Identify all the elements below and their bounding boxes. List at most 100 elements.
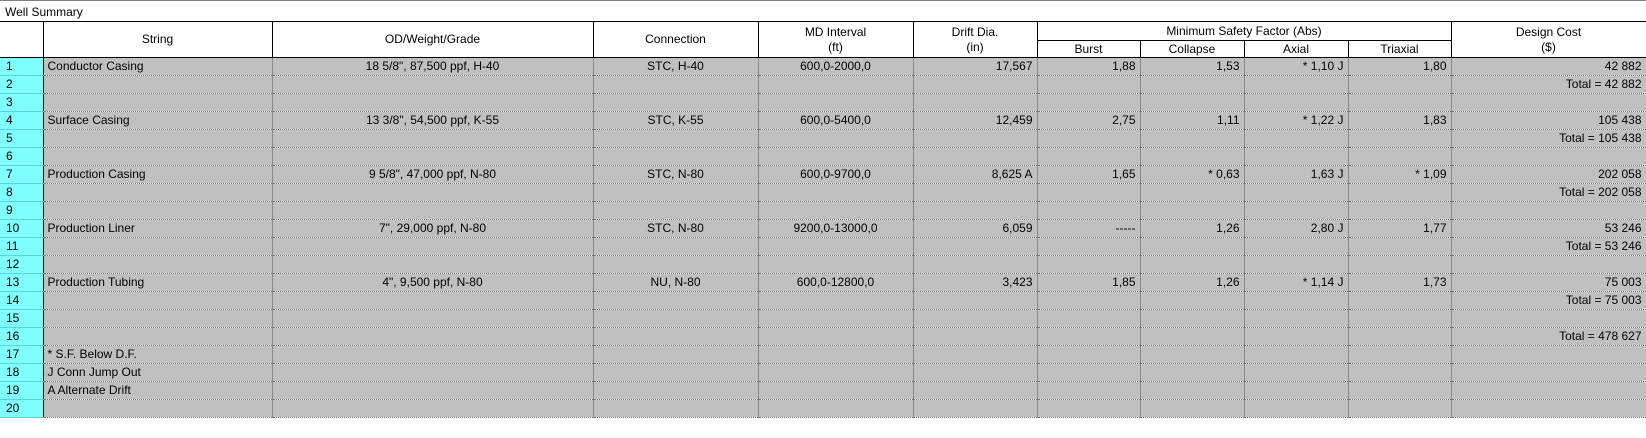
cell-od-weight-grade[interactable] — [272, 237, 594, 256]
cell-collapse[interactable]: * 0,63 — [1140, 165, 1245, 184]
cell-md-interval[interactable] — [758, 345, 914, 364]
cell-md-interval[interactable] — [758, 327, 914, 346]
cell-drift-dia[interactable] — [913, 309, 1038, 328]
cell-connection[interactable] — [593, 93, 759, 112]
cell-triaxial[interactable] — [1348, 255, 1452, 274]
cell-connection[interactable]: STC, H-40 — [593, 57, 759, 76]
cell-design-cost[interactable] — [1451, 93, 1646, 112]
cell-triaxial[interactable]: 1,80 — [1348, 57, 1452, 76]
cell-connection[interactable] — [593, 147, 759, 166]
cell-collapse[interactable] — [1140, 147, 1245, 166]
col-header-burst[interactable]: Burst — [1036, 40, 1141, 58]
cell-od-weight-grade[interactable] — [272, 399, 594, 418]
col-header-md-interval[interactable]: MD Interval (ft) — [757, 21, 914, 58]
cell-triaxial[interactable] — [1348, 129, 1452, 148]
cell-drift-dia[interactable] — [913, 147, 1038, 166]
cell-drift-dia[interactable] — [913, 327, 1038, 346]
cell-md-interval[interactable]: 600,0-2000,0 — [758, 57, 914, 76]
row-number[interactable]: 19 — [0, 381, 44, 400]
cell-drift-dia[interactable] — [913, 381, 1038, 400]
cell-axial[interactable]: 1,63 J — [1244, 165, 1349, 184]
cell-drift-dia[interactable] — [913, 255, 1038, 274]
cell-design-cost[interactable]: Total = 53 246 — [1451, 237, 1646, 256]
cell-collapse[interactable] — [1140, 327, 1245, 346]
cell-burst[interactable]: 2,75 — [1037, 111, 1141, 130]
cell-design-cost[interactable]: Total = 478 627 — [1451, 327, 1646, 346]
cell-od-weight-grade[interactable] — [272, 381, 594, 400]
cell-design-cost[interactable] — [1451, 147, 1646, 166]
row-number[interactable]: 18 — [0, 363, 44, 382]
cell-burst[interactable] — [1037, 381, 1141, 400]
row-number[interactable]: 20 — [0, 399, 44, 418]
cell-string[interactable] — [43, 147, 273, 166]
cell-triaxial[interactable]: * 1,09 — [1348, 165, 1452, 184]
cell-burst[interactable] — [1037, 237, 1141, 256]
cell-md-interval[interactable]: 600,0-12800,0 — [758, 273, 914, 292]
cell-axial[interactable] — [1244, 309, 1349, 328]
cell-axial[interactable]: * 1,22 J — [1244, 111, 1349, 130]
cell-md-interval[interactable] — [758, 201, 914, 220]
cell-od-weight-grade[interactable]: 9 5/8", 47,000 ppf, N-80 — [272, 165, 594, 184]
cell-md-interval[interactable] — [758, 75, 914, 94]
cell-triaxial[interactable] — [1348, 345, 1452, 364]
cell-od-weight-grade[interactable]: 13 3/8", 54,500 ppf, K-55 — [272, 111, 594, 130]
cell-collapse[interactable] — [1140, 291, 1245, 310]
cell-collapse[interactable] — [1140, 309, 1245, 328]
cell-connection[interactable] — [593, 75, 759, 94]
cell-collapse[interactable] — [1140, 93, 1245, 112]
cell-string[interactable]: Conductor Casing — [43, 57, 273, 76]
cell-md-interval[interactable]: 9200,0-13000,0 — [758, 219, 914, 238]
row-number[interactable]: 12 — [0, 255, 44, 274]
cell-drift-dia[interactable] — [913, 93, 1038, 112]
cell-design-cost[interactable] — [1451, 255, 1646, 274]
cell-connection[interactable]: STC, N-80 — [593, 219, 759, 238]
cell-string[interactable] — [43, 255, 273, 274]
cell-md-interval[interactable] — [758, 381, 914, 400]
cell-od-weight-grade[interactable] — [272, 327, 594, 346]
cell-od-weight-grade[interactable] — [272, 129, 594, 148]
cell-collapse[interactable] — [1140, 201, 1245, 220]
cell-axial[interactable] — [1244, 201, 1349, 220]
cell-md-interval[interactable] — [758, 255, 914, 274]
cell-axial[interactable] — [1244, 237, 1349, 256]
cell-design-cost[interactable]: Total = 105 438 — [1451, 129, 1646, 148]
cell-design-cost[interactable]: 53 246 — [1451, 219, 1646, 238]
cell-design-cost[interactable]: 202 058 — [1451, 165, 1646, 184]
cell-triaxial[interactable]: 1,83 — [1348, 111, 1452, 130]
cell-string[interactable] — [43, 183, 273, 202]
cell-burst[interactable] — [1037, 129, 1141, 148]
col-header-od-weight-grade[interactable]: OD/Weight/Grade — [271, 21, 594, 58]
cell-burst[interactable] — [1037, 201, 1141, 220]
cell-collapse[interactable] — [1140, 345, 1245, 364]
cell-string[interactable]: Surface Casing — [43, 111, 273, 130]
cell-od-weight-grade[interactable]: 18 5/8", 87,500 ppf, H-40 — [272, 57, 594, 76]
cell-collapse[interactable] — [1140, 381, 1245, 400]
cell-axial[interactable] — [1244, 147, 1349, 166]
cell-burst[interactable]: 1,65 — [1037, 165, 1141, 184]
cell-connection[interactable] — [593, 399, 759, 418]
cell-burst[interactable] — [1037, 183, 1141, 202]
cell-burst[interactable] — [1037, 309, 1141, 328]
cell-string[interactable] — [43, 291, 273, 310]
cell-axial[interactable] — [1244, 381, 1349, 400]
cell-string[interactable] — [43, 201, 273, 220]
cell-string[interactable] — [43, 237, 273, 256]
cell-drift-dia[interactable]: 12,459 — [913, 111, 1038, 130]
col-header-axial[interactable]: Axial — [1243, 40, 1349, 58]
cell-collapse[interactable]: 1,53 — [1140, 57, 1245, 76]
cell-collapse[interactable] — [1140, 183, 1245, 202]
cell-md-interval[interactable] — [758, 183, 914, 202]
cell-string[interactable]: A Alternate Drift — [43, 381, 273, 400]
cell-collapse[interactable] — [1140, 75, 1245, 94]
cell-triaxial[interactable] — [1348, 291, 1452, 310]
cell-design-cost[interactable]: Total = 75 003 — [1451, 291, 1646, 310]
cell-triaxial[interactable] — [1348, 93, 1452, 112]
cell-connection[interactable] — [593, 381, 759, 400]
cell-triaxial[interactable] — [1348, 147, 1452, 166]
cell-triaxial[interactable] — [1348, 327, 1452, 346]
cell-md-interval[interactable]: 600,0-9700,0 — [758, 165, 914, 184]
cell-collapse[interactable]: 1,26 — [1140, 219, 1245, 238]
cell-drift-dia[interactable] — [913, 129, 1038, 148]
cell-burst[interactable] — [1037, 75, 1141, 94]
cell-triaxial[interactable] — [1348, 381, 1452, 400]
